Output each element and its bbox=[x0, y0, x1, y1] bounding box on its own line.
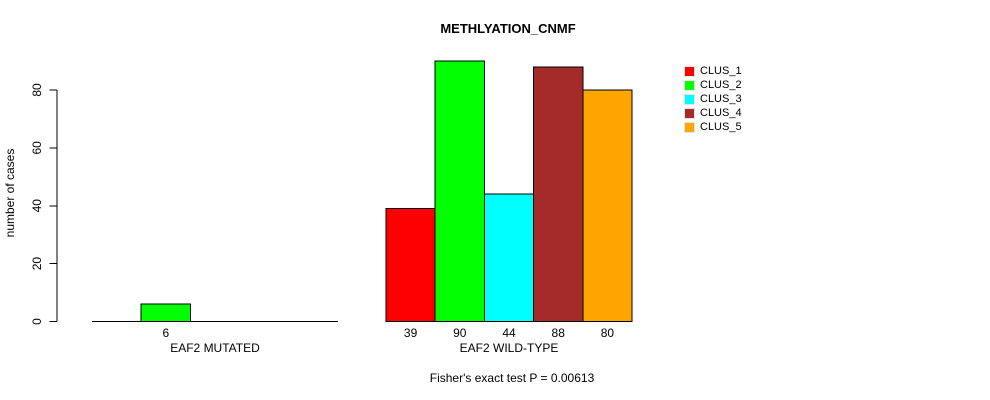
legend: CLUS_1 CLUS_2 CLUS_3 CLUS_4 CLUS_5 bbox=[684, 64, 742, 134]
bar-value-label: 80 bbox=[601, 326, 615, 340]
legend-item-clus-4: CLUS_4 bbox=[684, 106, 742, 120]
legend-swatch bbox=[684, 93, 695, 105]
y-tick-label: 80 bbox=[30, 83, 44, 97]
legend-item-clus-3: CLUS_3 bbox=[684, 92, 742, 106]
legend-item-clus-1: CLUS_1 bbox=[684, 64, 742, 78]
bar-eaf2-wild-type-clus-4 bbox=[533, 66, 584, 322]
y-tick-label: 0 bbox=[30, 318, 44, 325]
bar-eaf2-wild-type-clus-2 bbox=[434, 60, 485, 322]
bar-value-label: 88 bbox=[552, 326, 566, 340]
group-label-eaf2-wild-type: EAF2 WILD-TYPE bbox=[460, 341, 559, 355]
legend-swatch bbox=[684, 79, 695, 91]
bar-eaf2-wild-type-clus-1 bbox=[385, 208, 436, 322]
y-tick-label: 40 bbox=[30, 199, 44, 213]
bar-eaf2-wild-type-clus-5 bbox=[582, 89, 633, 322]
bar-eaf2-wild-type-clus-3 bbox=[483, 193, 535, 322]
legend-label: CLUS_2 bbox=[700, 79, 742, 91]
legend-label: CLUS_4 bbox=[700, 107, 742, 119]
legend-item-clus-5: CLUS_5 bbox=[684, 120, 742, 134]
legend-label: CLUS_5 bbox=[700, 121, 742, 133]
bar-value-label: 44 bbox=[502, 326, 516, 340]
y-tick-label: 60 bbox=[30, 141, 44, 155]
chart-title: METHLYATION_CNMF bbox=[440, 21, 576, 36]
y-tick-label: 20 bbox=[30, 257, 44, 271]
bar-value-label: 90 bbox=[453, 326, 467, 340]
fisher-test-caption: Fisher's exact test P = 0.00613 bbox=[429, 371, 595, 385]
legend-swatch bbox=[684, 121, 695, 133]
legend-swatch bbox=[684, 107, 695, 119]
legend-label: CLUS_3 bbox=[700, 93, 742, 105]
bar-value-label: 39 bbox=[404, 326, 418, 340]
legend-swatch bbox=[684, 65, 695, 77]
group-label-eaf2-mutated: EAF2 MUTATED bbox=[170, 341, 260, 355]
legend-item-clus-2: CLUS_2 bbox=[684, 78, 742, 92]
bar-value-label: 6 bbox=[162, 326, 169, 340]
legend-label: CLUS_1 bbox=[700, 65, 742, 77]
bar-eaf2-mutated-clus-2 bbox=[140, 303, 191, 323]
